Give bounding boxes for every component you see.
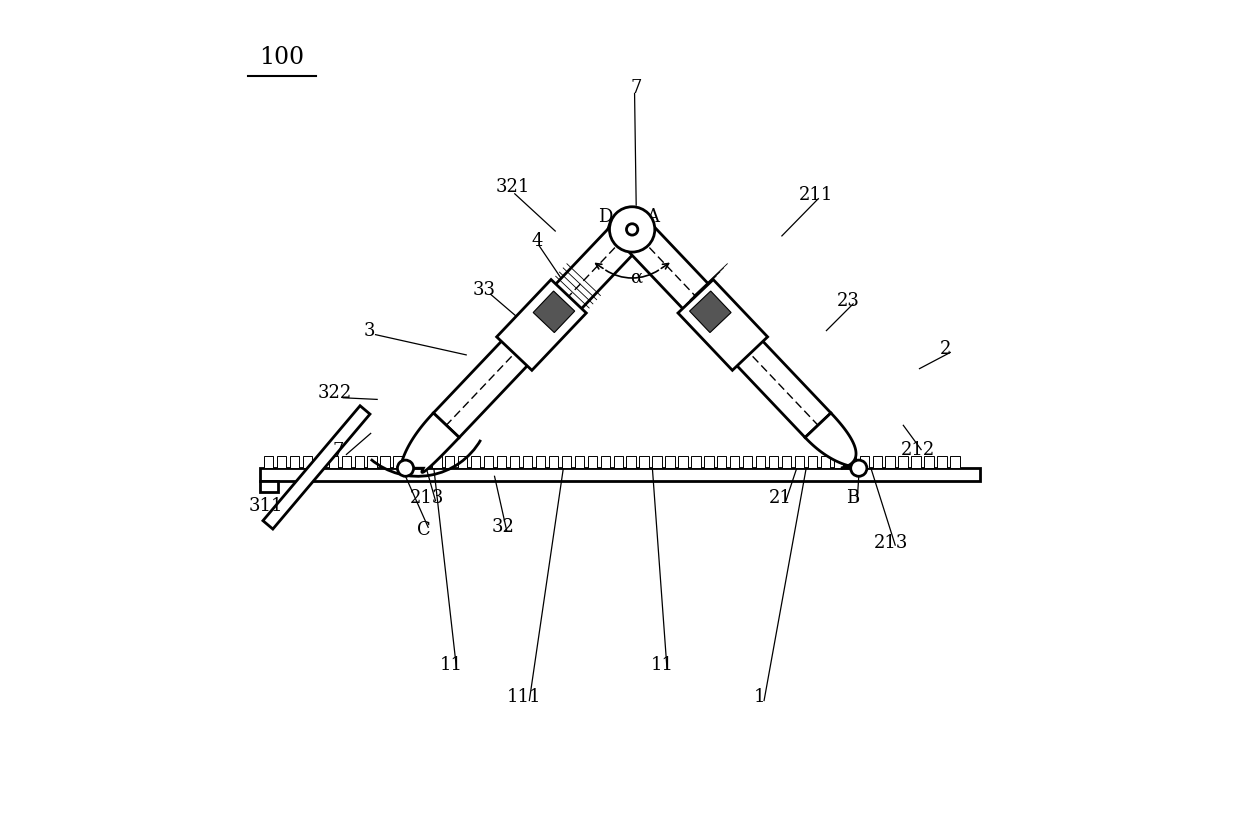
Bar xyxy=(367,456,377,468)
Polygon shape xyxy=(263,406,370,529)
Bar xyxy=(769,456,779,468)
Bar xyxy=(316,456,325,468)
Bar xyxy=(341,456,351,468)
Bar xyxy=(678,456,688,468)
Bar xyxy=(626,456,636,468)
Polygon shape xyxy=(433,209,653,438)
Bar xyxy=(381,456,389,468)
Text: A: A xyxy=(646,209,658,227)
Text: 2: 2 xyxy=(940,340,951,359)
Text: α: α xyxy=(630,269,642,287)
Bar xyxy=(924,456,934,468)
Text: 11: 11 xyxy=(651,656,673,674)
Text: 32: 32 xyxy=(491,518,515,536)
Bar xyxy=(433,456,441,468)
Bar xyxy=(950,456,960,468)
Bar xyxy=(562,456,572,468)
Text: 321: 321 xyxy=(496,178,531,196)
Bar xyxy=(445,456,455,468)
Bar xyxy=(652,456,662,468)
Bar xyxy=(847,456,856,468)
Bar xyxy=(458,456,467,468)
Polygon shape xyxy=(689,291,732,333)
Bar xyxy=(329,456,339,468)
Bar xyxy=(704,456,713,468)
Polygon shape xyxy=(611,209,831,438)
Text: C: C xyxy=(417,521,432,539)
Polygon shape xyxy=(678,280,768,370)
Bar xyxy=(899,456,908,468)
Bar xyxy=(355,456,363,468)
Text: 322: 322 xyxy=(317,384,352,402)
Bar xyxy=(859,456,869,468)
Polygon shape xyxy=(401,413,459,473)
Bar xyxy=(510,456,520,468)
Text: 100: 100 xyxy=(259,46,304,69)
Bar xyxy=(743,456,753,468)
Text: 211: 211 xyxy=(799,187,833,205)
Bar xyxy=(264,456,273,468)
Bar xyxy=(574,456,584,468)
Bar xyxy=(691,456,701,468)
Polygon shape xyxy=(533,291,574,333)
Bar xyxy=(484,456,494,468)
Bar xyxy=(600,456,610,468)
Bar xyxy=(756,456,765,468)
Bar xyxy=(290,456,299,468)
Text: 23: 23 xyxy=(837,292,859,310)
Bar xyxy=(419,456,429,468)
Circle shape xyxy=(610,207,655,252)
Bar xyxy=(795,456,805,468)
Bar xyxy=(782,456,791,468)
Text: 21: 21 xyxy=(769,489,791,507)
Circle shape xyxy=(397,460,414,476)
Bar xyxy=(536,456,546,468)
Text: 311: 311 xyxy=(248,497,283,515)
Text: 212: 212 xyxy=(900,441,935,459)
Circle shape xyxy=(626,224,637,235)
Text: D: D xyxy=(598,209,613,227)
Bar xyxy=(666,456,675,468)
Bar xyxy=(821,456,830,468)
Bar xyxy=(588,456,596,468)
Bar xyxy=(523,456,532,468)
Bar xyxy=(873,456,882,468)
Polygon shape xyxy=(805,413,864,468)
Text: 213: 213 xyxy=(410,489,444,507)
Text: 3: 3 xyxy=(363,322,374,340)
Text: 11: 11 xyxy=(440,656,463,674)
Bar xyxy=(407,456,415,468)
Bar xyxy=(717,456,727,468)
Bar xyxy=(260,481,278,491)
Bar xyxy=(471,456,480,468)
Circle shape xyxy=(851,460,867,476)
Bar xyxy=(640,456,649,468)
Bar xyxy=(730,456,739,468)
Bar xyxy=(277,456,286,468)
Bar xyxy=(497,456,506,468)
Bar xyxy=(937,456,946,468)
Bar xyxy=(807,456,817,468)
Text: 7: 7 xyxy=(332,443,343,460)
Bar xyxy=(260,468,980,481)
Text: 4: 4 xyxy=(532,231,543,249)
Bar xyxy=(614,456,622,468)
Bar xyxy=(393,456,403,468)
Text: 7: 7 xyxy=(630,79,642,97)
Text: B: B xyxy=(847,489,859,507)
Bar xyxy=(833,456,843,468)
Text: 1: 1 xyxy=(754,689,765,707)
Text: 111: 111 xyxy=(507,689,542,707)
Bar xyxy=(911,456,921,468)
Bar xyxy=(549,456,558,468)
Text: 213: 213 xyxy=(874,535,909,553)
Bar xyxy=(303,456,312,468)
Text: 33: 33 xyxy=(472,281,496,299)
Bar xyxy=(885,456,895,468)
Polygon shape xyxy=(497,280,587,370)
